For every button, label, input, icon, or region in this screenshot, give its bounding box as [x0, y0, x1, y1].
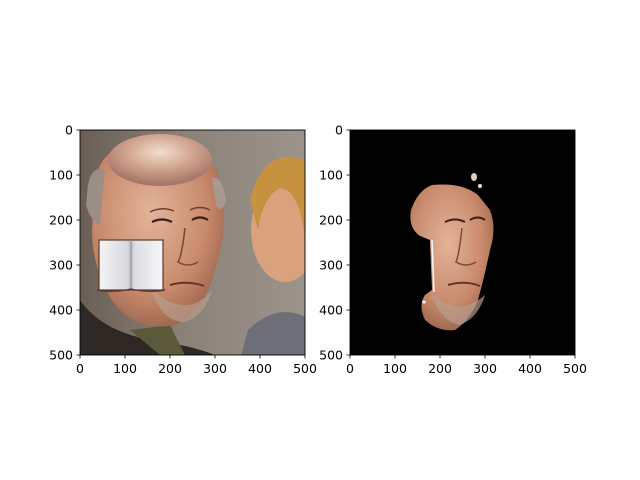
mask-ytick-label: 500	[319, 348, 343, 363]
photo-ytick-label: 500	[49, 348, 73, 363]
photo-xtick-label: 200	[158, 361, 182, 376]
photo-ytick-label: 300	[49, 258, 73, 273]
photo-xtick-label: 0	[76, 361, 84, 376]
mask-ytick-label: 400	[319, 303, 343, 318]
photo-ytick-label: 400	[49, 303, 73, 318]
mask-xtick-label: 100	[383, 361, 407, 376]
mask-ytick-label: 0	[335, 123, 343, 138]
photo-axes-frame	[79, 129, 306, 356]
mask-xtick-label: 200	[428, 361, 452, 376]
photo-ytick-label: 200	[49, 213, 73, 228]
photo-ytick-label: 100	[49, 168, 73, 183]
mask-image	[350, 130, 575, 355]
face-mask-region	[410, 184, 494, 331]
photo-ytick-label: 0	[65, 123, 73, 138]
photo-xtick-label: 100	[113, 361, 137, 376]
mask-xtick-label: 400	[518, 361, 542, 376]
photo-xtick-label: 300	[203, 361, 227, 376]
photo-image	[80, 130, 305, 355]
mask-xtick-label: 500	[563, 361, 587, 376]
mask-xtick-label: 0	[346, 361, 354, 376]
mask-xtick-label: 300	[473, 361, 497, 376]
mask-axes-frame	[349, 129, 576, 356]
photo-xtick-label: 500	[293, 361, 317, 376]
book-occluder	[96, 239, 166, 292]
mask-ytick-label: 300	[319, 258, 343, 273]
mask-ytick-label: 200	[319, 213, 343, 228]
photo-xtick-label: 400	[248, 361, 272, 376]
mask-ytick-label: 100	[319, 168, 343, 183]
